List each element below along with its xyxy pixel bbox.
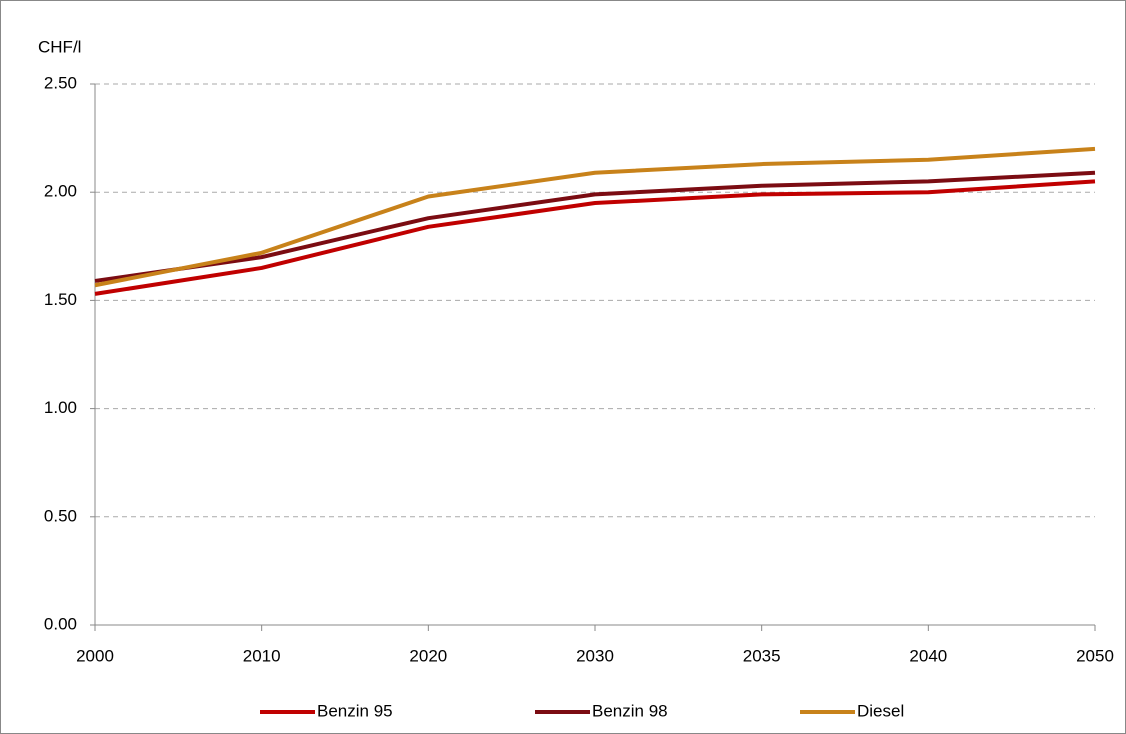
y-tick-label: 0.00 bbox=[44, 614, 77, 633]
y-tick-label: 1.50 bbox=[44, 290, 77, 309]
y-tick-label: 1.00 bbox=[44, 398, 77, 417]
y-tick-label: 0.50 bbox=[44, 506, 77, 525]
x-tick-label: 2000 bbox=[76, 646, 114, 665]
line-series bbox=[94, 146, 1096, 288]
x-tick-label: 2030 bbox=[576, 646, 614, 665]
y-axis-label: CHF/l bbox=[38, 37, 81, 56]
line-series bbox=[94, 170, 1096, 283]
x-tick-label: 2035 bbox=[743, 646, 781, 665]
x-tick-label: 2010 bbox=[243, 646, 281, 665]
legend-label: Benzin 95 bbox=[317, 701, 393, 720]
x-tick-label: 2040 bbox=[909, 646, 947, 665]
x-tick-label: 2050 bbox=[1076, 646, 1114, 665]
legend-label: Benzin 98 bbox=[592, 701, 668, 720]
x-tick-label: 2020 bbox=[409, 646, 447, 665]
y-tick-label: 2.00 bbox=[44, 182, 77, 201]
y-tick-label: 2.50 bbox=[44, 73, 77, 92]
line-series bbox=[94, 179, 1096, 296]
legend-label: Diesel bbox=[857, 701, 904, 720]
